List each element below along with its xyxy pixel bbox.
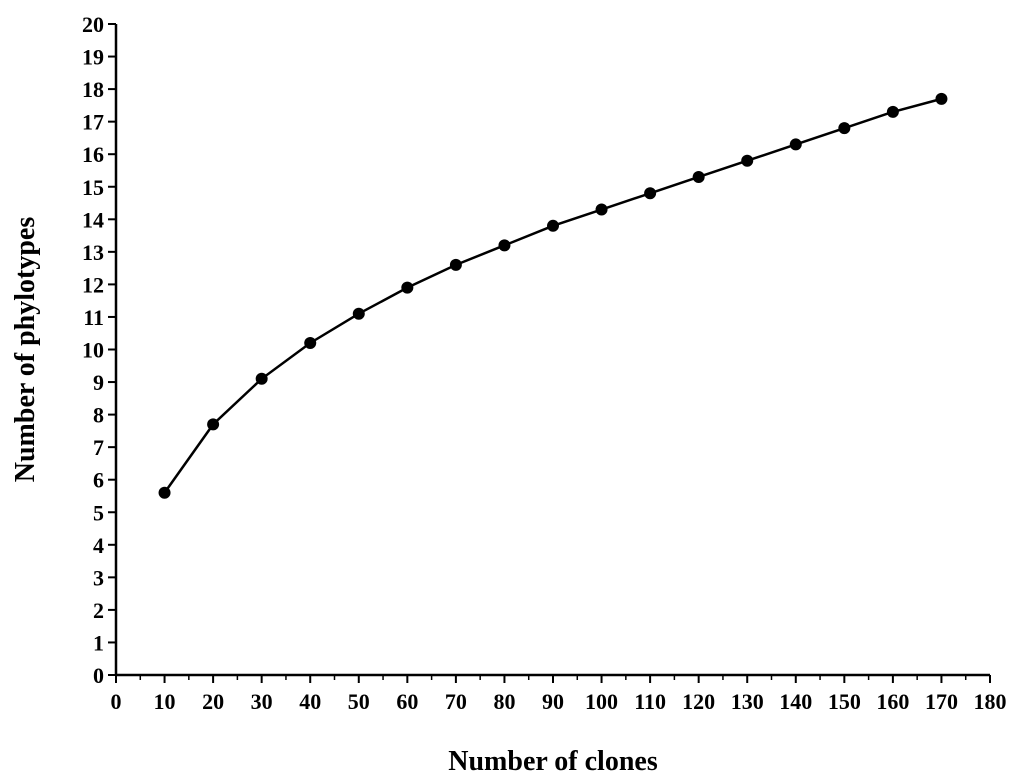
y-tick-label: 19 xyxy=(82,45,104,70)
y-tick-label: 0 xyxy=(93,663,104,688)
x-tick-label: 170 xyxy=(925,689,958,714)
data-point xyxy=(789,138,802,151)
x-tick-label: 70 xyxy=(445,689,467,714)
data-point xyxy=(886,105,899,118)
y-axis-title: Number of phylotypes xyxy=(10,217,41,483)
y-tick-label: 6 xyxy=(93,468,104,493)
x-tick-label: 20 xyxy=(202,689,224,714)
x-axis-ticks: 0 10 20 30 40 50 60 70 80 90 100 110 120 130 140 150 160… xyxy=(111,675,1007,714)
data-point xyxy=(352,307,365,320)
y-tick-label: 14 xyxy=(82,207,104,232)
y-tick-label: 20 xyxy=(82,12,104,37)
x-tick-label: 50 xyxy=(348,689,370,714)
data-point xyxy=(449,258,462,271)
data-point xyxy=(255,372,268,385)
data-point xyxy=(692,170,705,183)
data-point xyxy=(935,92,948,105)
y-tick-label: 18 xyxy=(82,77,104,102)
data-point xyxy=(401,281,414,294)
x-tick-label: 140 xyxy=(779,689,812,714)
x-tick-label: 100 xyxy=(585,689,618,714)
y-tick-label: 12 xyxy=(82,272,104,297)
y-tick-label: 13 xyxy=(82,240,104,265)
x-tick-label: 0 xyxy=(111,689,122,714)
series-line xyxy=(163,97,942,494)
data-point xyxy=(741,154,754,167)
axes: 0 10 20 30 40 50 60 70 80 90 100 110 120 130 140 150 160… xyxy=(82,12,1007,714)
data-point xyxy=(498,239,511,252)
x-tick-label: 80 xyxy=(493,689,515,714)
y-tick-label: 15 xyxy=(82,175,104,200)
y-tick-label: 7 xyxy=(93,435,104,460)
x-tick-label: 90 xyxy=(542,689,564,714)
x-tick-label: 160 xyxy=(876,689,909,714)
y-tick-label: 5 xyxy=(93,500,104,525)
x-tick-label: 40 xyxy=(299,689,321,714)
y-tick-label: 16 xyxy=(82,142,104,167)
x-axis-title: Number of clones xyxy=(448,746,658,777)
y-tick-label: 10 xyxy=(82,338,104,363)
data-point xyxy=(304,336,317,349)
data-point xyxy=(158,486,171,499)
data-point xyxy=(838,122,851,135)
y-tick-label: 2 xyxy=(93,598,104,623)
x-tick-label: 130 xyxy=(731,689,764,714)
data-point xyxy=(547,219,559,232)
y-tick-label: 8 xyxy=(93,403,104,428)
x-tick-label: 150 xyxy=(828,689,861,714)
x-tick-label: 110 xyxy=(634,689,666,714)
data-point xyxy=(644,187,657,200)
y-tick-label: 1 xyxy=(93,630,104,655)
data-point xyxy=(595,203,608,216)
x-tick-label: 30 xyxy=(251,689,273,714)
x-tick-label: 10 xyxy=(154,689,176,714)
x-tick-label: 180 xyxy=(974,689,1007,714)
data-point xyxy=(207,418,220,431)
x-tick-label: 60 xyxy=(396,689,418,714)
y-tick-label: 4 xyxy=(93,533,104,558)
x-tick-label: 120 xyxy=(682,689,715,714)
y-tick-label: 11 xyxy=(83,305,104,330)
series xyxy=(158,92,948,499)
y-tick-label: 17 xyxy=(82,110,104,135)
y-tick-label: 9 xyxy=(93,370,104,395)
y-tick-label: 3 xyxy=(93,565,104,590)
